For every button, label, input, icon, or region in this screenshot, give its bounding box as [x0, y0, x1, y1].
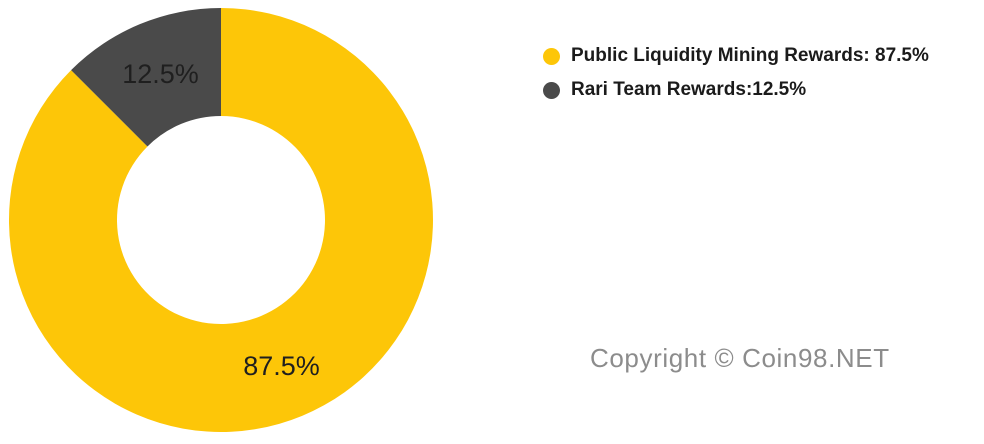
- copyright-text: Copyright © Coin98.NET: [590, 343, 890, 373]
- donut-chart: 87.5% 12.5%: [0, 0, 444, 444]
- donut-slice-public-liquidity-mining-rewards: [8, 8, 433, 432]
- donut-slice-rari-team-rewards: [71, 7, 221, 147]
- slice-percent-label: 87.5%: [243, 351, 320, 381]
- slice-percent-label: 12.5%: [122, 59, 199, 89]
- donut-chart-svg: 87.5% 12.5%: [8, 7, 433, 432]
- legend: Public Liquidity Mining Rewards: 87.5% R…: [543, 45, 929, 113]
- legend-label: Public Liquidity Mining Rewards: 87.5%: [571, 45, 929, 66]
- legend-item-public-liquidity: Public Liquidity Mining Rewards: 87.5%: [543, 45, 929, 67]
- legend-swatch-icon: [543, 47, 560, 65]
- legend-label: Rari Team Rewards:12.5%: [571, 79, 807, 100]
- legend-swatch-icon: [543, 81, 560, 99]
- legend-item-rari-team: Rari Team Rewards:12.5%: [543, 79, 929, 101]
